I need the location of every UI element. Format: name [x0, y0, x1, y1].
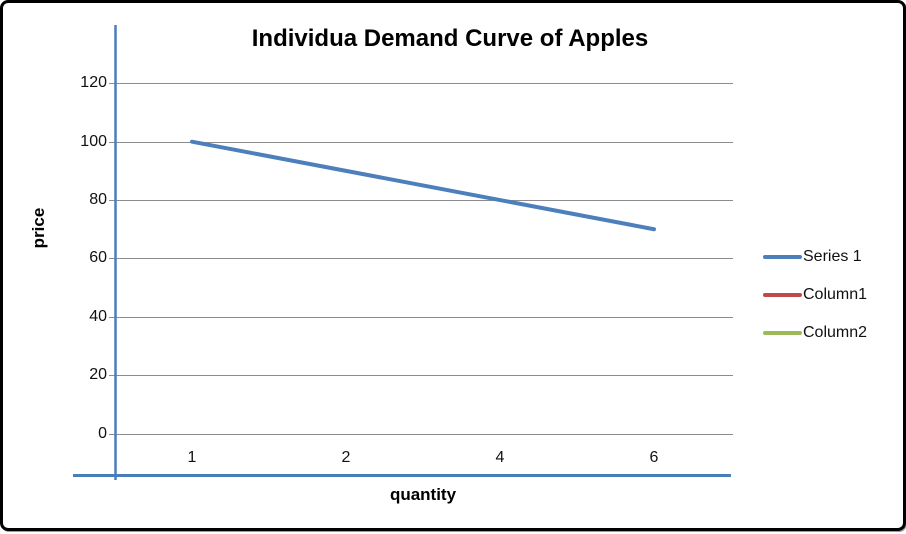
legend-item-column1[interactable]: Column1: [763, 279, 867, 310]
y-axis-title: price: [29, 207, 48, 249]
y-tick-label: 100: [80, 132, 107, 150]
legend-item-series-1[interactable]: Series 1: [763, 241, 867, 272]
legend-line-swatch-icon: [763, 330, 802, 335]
legend-item-column2[interactable]: Column2: [763, 317, 867, 348]
legend: Series 1 Column1 Column2: [763, 241, 867, 355]
y-tick-label: 40: [89, 307, 107, 325]
y-tick-label: 60: [89, 249, 107, 267]
plot-area: [73, 25, 733, 480]
legend-label: Column1: [803, 285, 868, 303]
legend-label: Column2: [803, 323, 868, 341]
legend-line-swatch-icon: [763, 292, 802, 297]
x-tick-label: 4: [495, 449, 505, 466]
y-tick-label: 0: [98, 424, 107, 442]
legend-line-swatch-icon: [763, 254, 802, 259]
y-tick-label: 20: [89, 366, 107, 384]
x-tick-label: 1: [187, 449, 197, 466]
x-tick-label: 6: [649, 449, 659, 466]
y-tick-label: 80: [89, 191, 107, 209]
y-tick-label: 120: [80, 74, 107, 92]
x-axis-title: quantity: [389, 485, 457, 504]
x-tick-label: 2: [341, 449, 351, 466]
chart-title: Individua Demand Curve of Apples: [251, 25, 649, 52]
legend-label: Series 1: [803, 247, 862, 265]
series-line-series-1: [190, 139, 656, 232]
